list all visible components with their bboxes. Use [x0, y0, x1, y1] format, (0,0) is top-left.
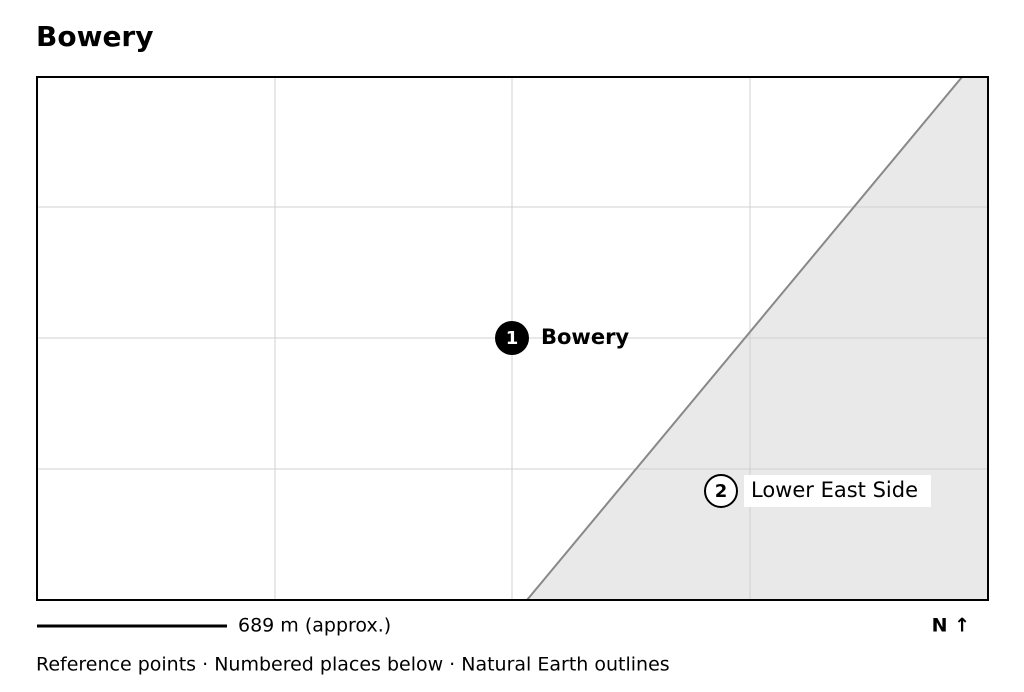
- marker-circle: [704, 474, 738, 508]
- marker-number: 1: [506, 328, 519, 349]
- scale-label: 689 m (approx.): [238, 615, 391, 637]
- place-marker: 2 Lower East Side: [704, 474, 931, 508]
- north-arrow: N ↑: [932, 615, 970, 637]
- marker-number: 2: [715, 481, 728, 502]
- map-title: Bowery: [36, 20, 154, 53]
- coastline: [526, 76, 963, 601]
- place-marker: 1 Bowery: [495, 321, 629, 355]
- place-label: Bowery: [541, 325, 629, 349]
- marker-circle: [495, 321, 529, 355]
- map-frame: [36, 76, 989, 601]
- place-label: Lower East Side: [751, 478, 918, 502]
- label-background: [744, 475, 931, 507]
- footer-note: Reference points · Numbered places below…: [36, 654, 670, 676]
- map: 1 Bowery 2 Lower East Side: [36, 76, 989, 601]
